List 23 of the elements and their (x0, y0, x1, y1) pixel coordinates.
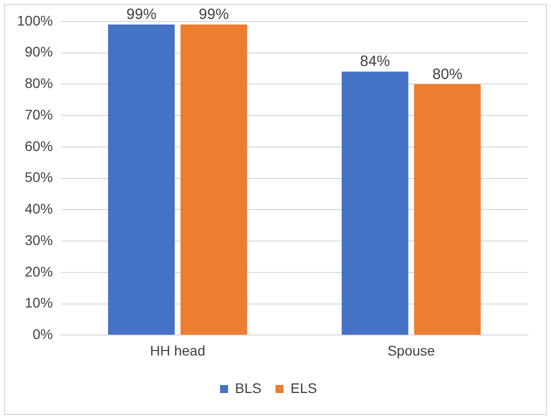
y-tick-label: 40% (24, 200, 53, 217)
legend-label: ELS (290, 380, 317, 396)
bar (108, 24, 175, 335)
y-tick-label: 70% (24, 106, 53, 122)
data-label: 99% (126, 6, 156, 24)
y-tick-label: 0% (32, 326, 53, 342)
y-tick-label: 10% (24, 294, 53, 311)
x-tick-label: HH head (150, 342, 206, 358)
y-tick-label: 60% (24, 138, 53, 154)
y-tick-label: 30% (24, 232, 53, 248)
y-tick-label: 20% (24, 263, 53, 280)
x-tick-label: Spouse (387, 342, 436, 358)
y-tick-label: 90% (24, 44, 53, 60)
data-label: 99% (198, 6, 229, 24)
data-label: 84% (360, 53, 390, 70)
bar (414, 84, 481, 335)
y-tick-label: 80% (24, 75, 53, 92)
y-tick-label: 100% (16, 12, 53, 28)
bar (180, 24, 248, 335)
data-label: 80% (432, 66, 462, 83)
y-tick-label: 50% (24, 169, 53, 186)
bar (342, 72, 408, 335)
legend-label: BLS (235, 380, 262, 396)
